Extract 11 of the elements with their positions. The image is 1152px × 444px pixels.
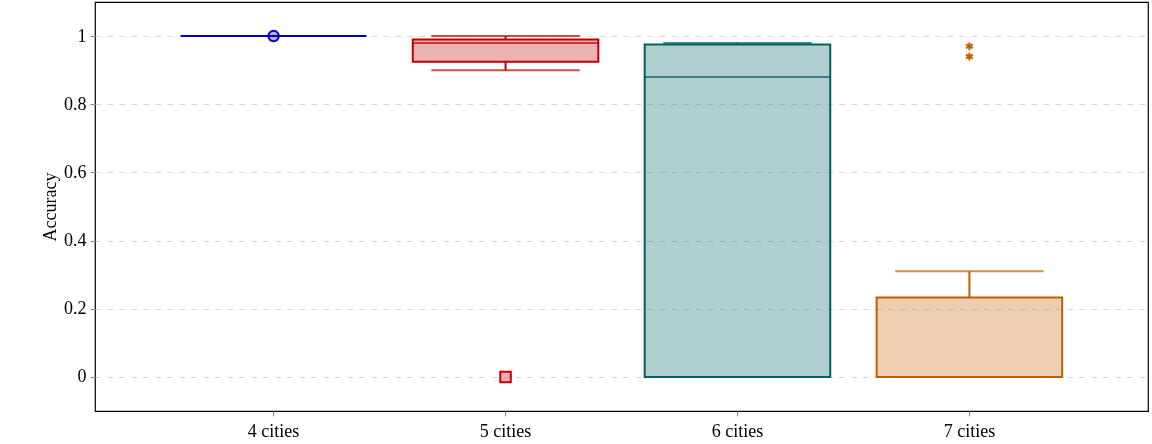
y-tick-label: 0.6 xyxy=(64,161,87,182)
x-tick-label: 4 cities xyxy=(247,420,300,441)
y-tick-label: 0.8 xyxy=(64,93,87,114)
y-axis-title: Accuracy xyxy=(40,172,60,242)
y-tick-label: 0.4 xyxy=(64,230,87,251)
y-tick-label: 0 xyxy=(77,366,87,387)
y-tick-label: 0.2 xyxy=(64,298,87,319)
x-tick-label: 6 cities xyxy=(711,420,764,441)
x-tick-label: 5 cities xyxy=(479,420,532,441)
x-tick-label: 7 cities xyxy=(943,420,996,441)
y-tick-label: 1 xyxy=(77,25,87,46)
